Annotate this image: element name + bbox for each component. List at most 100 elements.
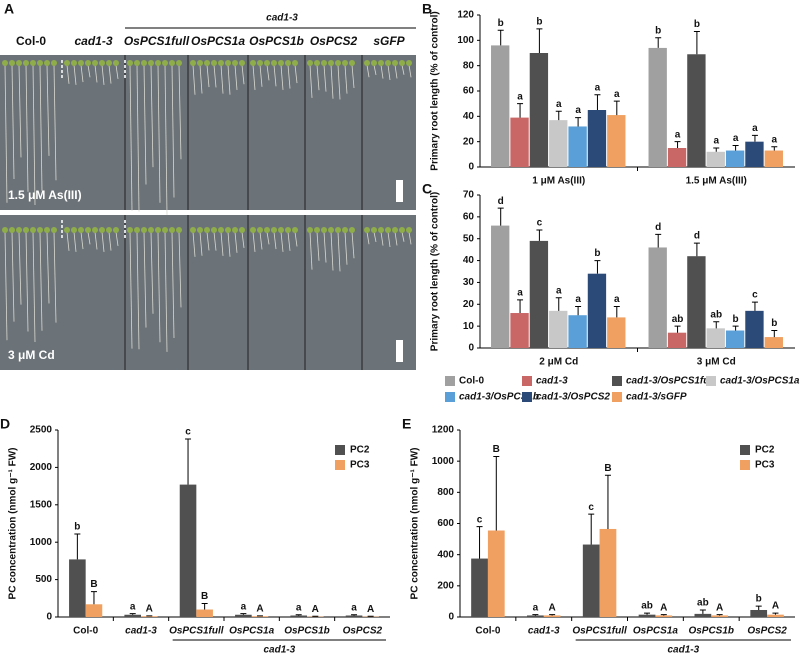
seedling (176, 60, 182, 66)
root (101, 64, 105, 85)
seedling (23, 227, 29, 233)
seedling (85, 227, 91, 233)
seedling (307, 227, 313, 233)
bar (711, 615, 728, 617)
root (115, 64, 119, 79)
bar (764, 150, 783, 167)
seedling (9, 227, 15, 233)
line-label: Col-0 (16, 34, 46, 48)
seedling (314, 60, 320, 66)
root (330, 231, 334, 271)
seedling (64, 60, 70, 66)
legend-label: PC3 (350, 460, 370, 471)
x-tick-label: Col-0 (475, 626, 500, 637)
bar (85, 604, 103, 617)
significance-letter: A (312, 604, 319, 615)
root (108, 231, 112, 251)
x-tick-label: OsPCS2 (747, 626, 787, 637)
legend-swatch (522, 392, 532, 402)
seedling (211, 227, 217, 233)
root (73, 64, 77, 85)
error-bar (604, 474, 611, 529)
bar (549, 310, 568, 348)
seedling (218, 60, 224, 66)
seedling (292, 60, 298, 66)
seedling (278, 60, 284, 66)
x-tick-label: OsPCS1b (284, 626, 330, 637)
y-tick-label: 500 (35, 574, 52, 585)
seedling (335, 60, 341, 66)
root (344, 64, 348, 94)
seedling (23, 60, 29, 66)
error-bar (693, 242, 700, 257)
root (53, 64, 57, 181)
root (39, 64, 43, 191)
bar (235, 614, 252, 617)
y-tick-label: 50 (463, 233, 475, 244)
y-tick-label: 100 (457, 35, 474, 46)
legend-swatch (740, 445, 750, 455)
bar (725, 150, 745, 167)
seedling (364, 60, 370, 66)
significance-letter: a (296, 602, 302, 613)
seedling (106, 227, 112, 233)
seedling (406, 227, 412, 233)
root (18, 64, 22, 158)
bar (529, 240, 549, 348)
root (316, 64, 320, 91)
root (366, 64, 370, 78)
seedling (71, 60, 77, 66)
significance-letter: a (130, 601, 136, 612)
bar (568, 315, 587, 348)
root (73, 231, 77, 252)
root (280, 64, 284, 90)
significance-letter: b (771, 318, 777, 329)
root (337, 64, 341, 100)
seedling (148, 60, 154, 66)
root (366, 231, 370, 245)
y-tick-label: 0 (46, 612, 52, 623)
significance-letter: a (556, 99, 562, 110)
bar (764, 337, 783, 348)
seedling (285, 60, 291, 66)
root (330, 64, 334, 99)
legend-swatch (335, 445, 345, 455)
error-bar (771, 146, 778, 151)
panel-letter: B (422, 1, 432, 17)
significance-letter: b (756, 594, 762, 605)
bar (568, 126, 587, 167)
error-bar (732, 325, 739, 331)
root (87, 64, 91, 78)
seedling (2, 60, 8, 66)
root (266, 231, 270, 245)
root (227, 64, 231, 95)
seedling (44, 227, 50, 233)
seedling (190, 60, 196, 66)
legend-swatch (335, 460, 345, 470)
error-bar (713, 147, 720, 152)
significance-letter: a (556, 285, 562, 296)
error-bar (536, 229, 543, 241)
x-tick-label: cad1-3 (125, 626, 157, 637)
significance-letter: b (536, 17, 542, 28)
seedling (155, 60, 161, 66)
group-label: cad1-3 (263, 645, 295, 655)
seedling (392, 227, 398, 233)
seedling (225, 60, 231, 66)
root (234, 231, 238, 253)
x-tick-label: OsPCS2 (343, 626, 383, 637)
y-tick-label: 60 (463, 86, 475, 97)
bar (655, 615, 673, 617)
bar (667, 332, 687, 348)
panel-a: A cad1-3 1.5 μM As(III) 3 μM Cd (0, 1, 416, 370)
y-tick-label: 0 (468, 162, 474, 173)
bar (345, 615, 363, 617)
seedling (399, 60, 405, 66)
root (53, 231, 57, 323)
condition-label: 1.5 μM As(III) (8, 188, 82, 202)
significance-letter: c (185, 427, 191, 438)
seedling (250, 60, 256, 66)
seedling (321, 227, 327, 233)
significance-letter: a (517, 288, 523, 299)
root (11, 231, 15, 322)
